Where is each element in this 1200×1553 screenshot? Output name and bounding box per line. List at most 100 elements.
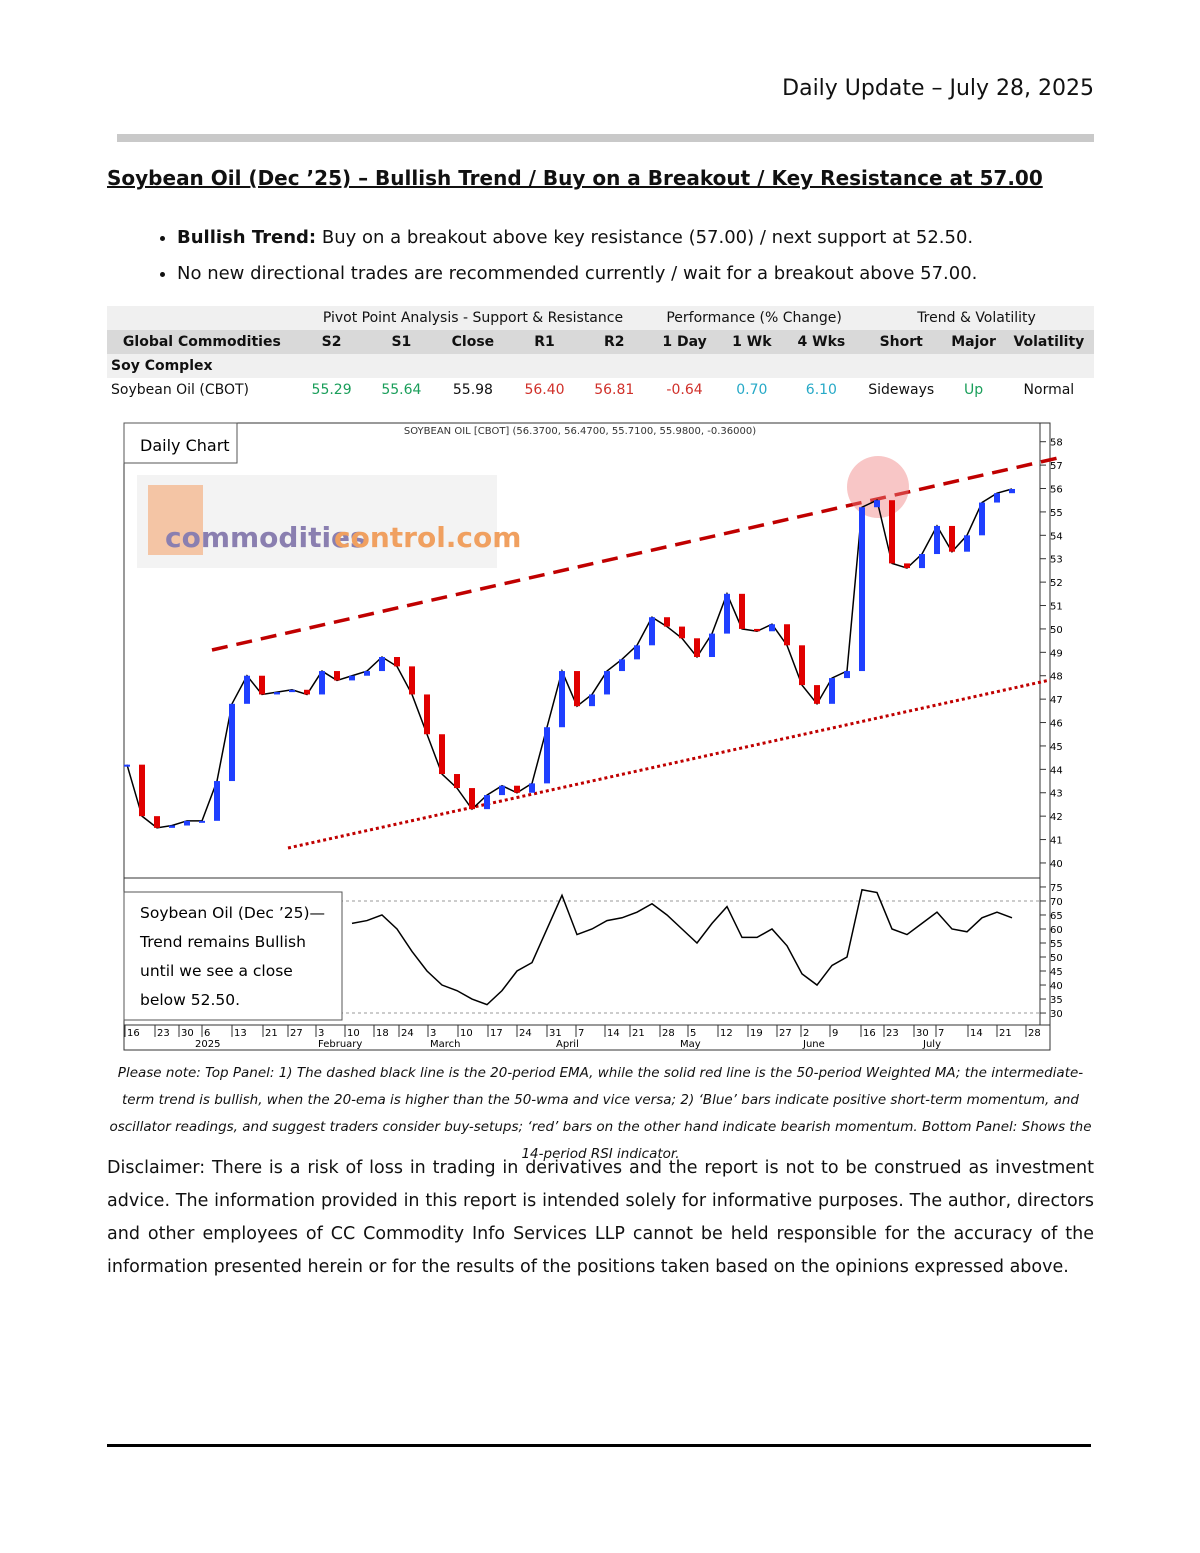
cell: 55.29 — [311, 382, 352, 398]
month-label: March — [430, 1039, 460, 1050]
candle — [769, 624, 775, 632]
bullet-list: Bullish Trend: Buy on a breakout above k… — [137, 220, 977, 292]
bullet: Bullish Trend: Buy on a breakout above k… — [177, 220, 977, 256]
x-tick-label: 7 — [578, 1028, 584, 1039]
x-tick-label: 21 — [632, 1028, 645, 1039]
candle — [364, 671, 370, 676]
annotation-line: until we see a close — [140, 962, 293, 980]
y-tick-label: 60 — [1050, 925, 1063, 936]
candle — [949, 525, 955, 552]
candle — [394, 657, 400, 667]
logo-text: control.com — [334, 521, 521, 554]
column-header: 1 Wk — [719, 330, 784, 354]
cell: 56.81 — [594, 382, 635, 398]
candle — [154, 816, 160, 828]
candle — [199, 820, 205, 823]
x-tick-label: 2 — [803, 1028, 809, 1039]
y-tick-label: 57 — [1050, 461, 1063, 472]
candle — [829, 678, 835, 704]
candle — [319, 671, 325, 695]
x-tick-label: 21 — [265, 1028, 278, 1039]
chart-header: SOYBEAN OIL [CBOT] (56.3700, 56.4700, 55… — [404, 426, 756, 437]
candle — [499, 785, 505, 796]
y-tick-label: 40 — [1050, 981, 1063, 992]
candle — [274, 692, 280, 695]
candle — [259, 675, 265, 695]
x-tick-label: 17 — [490, 1028, 503, 1039]
candle — [664, 617, 670, 627]
month-label: July — [922, 1039, 941, 1050]
cell: 6.10 — [805, 382, 837, 398]
candle — [124, 764, 130, 767]
month-label: April — [556, 1039, 579, 1050]
x-tick-label: 24 — [519, 1028, 532, 1039]
y-tick-label: 55 — [1050, 939, 1063, 950]
annotation-line: Soybean Oil (Dec ’25)— — [140, 904, 325, 922]
cell: Normal — [1023, 382, 1075, 398]
column-header: Major — [943, 330, 1004, 354]
x-tick-label: 3 — [430, 1028, 436, 1039]
y-tick-label: 45 — [1050, 967, 1063, 978]
title: Soybean Oil (Dec ’25) – Bullish Trend / … — [107, 166, 1043, 190]
y-tick-label: 43 — [1050, 789, 1063, 800]
x-tick-label: 18 — [376, 1028, 389, 1039]
candle — [409, 666, 415, 695]
logo-mark — [148, 485, 203, 555]
y-tick-label: 75 — [1050, 883, 1063, 894]
y-tick-label: 51 — [1050, 602, 1063, 613]
footnote: Please note: Top Panel: 1) The dashed bl… — [109, 1065, 1092, 1162]
candle — [754, 628, 760, 632]
month-label: May — [680, 1039, 701, 1050]
bullet: No new directional trades are recommende… — [177, 256, 977, 292]
support-line — [287, 678, 1051, 850]
candle — [439, 734, 445, 775]
x-tick-label: 28 — [1028, 1028, 1041, 1039]
x-tick-label: 5 — [690, 1028, 696, 1039]
x-tick-label: 30 — [916, 1028, 929, 1039]
y-tick-label: 47 — [1050, 695, 1063, 706]
column-header: Volatility — [1003, 330, 1094, 354]
group-header: Performance (% Change) — [649, 306, 859, 330]
column-header: S1 — [366, 330, 437, 354]
group-header: Trend & Volatility — [858, 306, 1094, 330]
resistance-line — [211, 456, 1059, 652]
y-tick-label: 50 — [1050, 953, 1063, 964]
x-tick-label: 27 — [779, 1028, 792, 1039]
highlight — [847, 456, 909, 518]
candle — [229, 703, 235, 782]
header-date: Daily Update – July 28, 2025 — [782, 76, 1094, 101]
column-header: R2 — [579, 330, 650, 354]
panel-label: Daily Chart — [140, 436, 230, 455]
x-tick-label: 12 — [720, 1028, 733, 1039]
y-tick-label: 40 — [1050, 859, 1063, 870]
cell: 55.64 — [381, 382, 422, 398]
month-label: February — [318, 1039, 362, 1050]
candle — [679, 626, 685, 639]
section: Soy Complex — [107, 354, 1094, 378]
candle — [484, 795, 490, 810]
candle — [859, 507, 865, 672]
y-tick-label: 70 — [1050, 897, 1063, 908]
candle — [214, 781, 220, 821]
summary-table: Pivot Point Analysis - Support & Resista… — [107, 306, 1094, 402]
x-tick-label: 21 — [999, 1028, 1012, 1039]
candle — [169, 825, 175, 828]
y-tick-label: 49 — [1050, 648, 1063, 659]
candle — [619, 659, 625, 672]
x-tick-label: 7 — [938, 1028, 944, 1039]
bullet-label: Bullish Trend: — [177, 227, 317, 248]
x-tick-label: 6 — [204, 1028, 210, 1039]
y-tick-label: 56 — [1050, 485, 1063, 496]
candle — [979, 502, 985, 536]
cell: Soybean Oil (CBOT) — [111, 382, 250, 398]
candle — [934, 525, 940, 555]
candle — [739, 593, 745, 629]
bullet-text: No new directional trades are recommende… — [177, 263, 978, 284]
y-tick-label: 45 — [1050, 742, 1063, 753]
x-tick-label: 9 — [832, 1028, 838, 1039]
column-header: Close — [436, 330, 510, 354]
annotation-line: Trend remains Bullish — [139, 933, 306, 951]
candle — [289, 689, 295, 693]
